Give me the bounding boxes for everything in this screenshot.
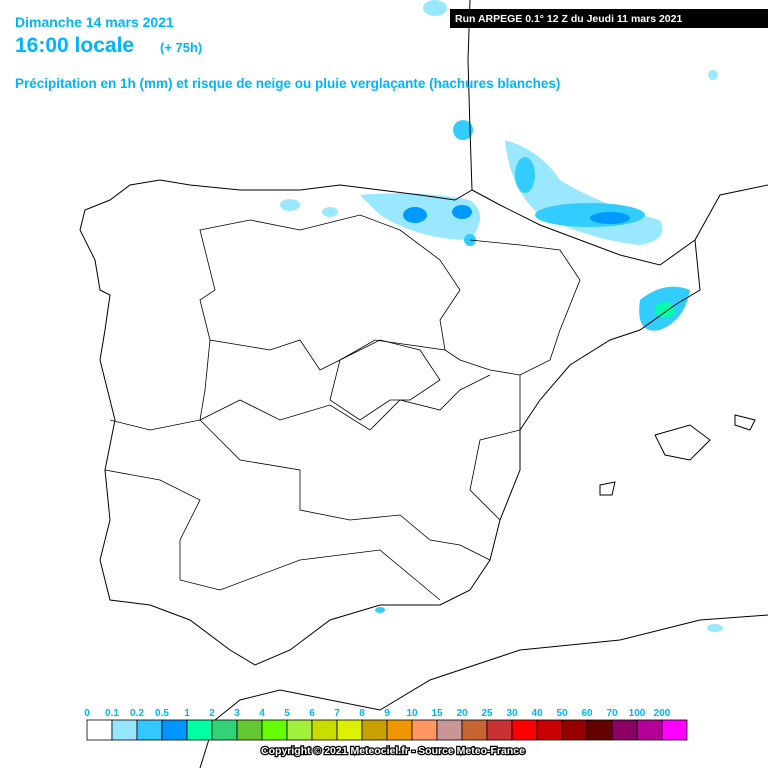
subtitle: Précipitation en 1h (mm) et risque de ne… — [15, 76, 560, 91]
legend-swatch — [411, 719, 438, 741]
precipitation — [280, 0, 723, 632]
legend-swatch — [86, 719, 113, 741]
legend-label: 25 — [481, 708, 493, 719]
legend-label: 2 — [209, 708, 215, 719]
regions — [104, 214, 581, 601]
legend-swatch — [211, 719, 238, 741]
legend-swatch — [636, 719, 663, 741]
legend-label: 5 — [284, 708, 290, 719]
legend-label: 8 — [359, 708, 365, 719]
legend-swatch — [661, 719, 688, 741]
run-label: Run ARPEGE 0.1° 12 Z du Jeudi 11 mars 20… — [455, 13, 682, 25]
time: 16:00 locale — [15, 34, 134, 57]
legend-label: 0.1 — [105, 708, 119, 719]
legend-swatch — [111, 719, 138, 741]
legend-label: 50 — [556, 708, 568, 719]
copyright: Copyright © 2021 Meteociel.fr - Source M… — [261, 745, 525, 757]
coastlines — [79, 0, 768, 769]
legend-label: 100 — [629, 708, 646, 719]
legend-label: 0.5 — [155, 708, 169, 719]
lead-time: (+ 75h) — [160, 40, 202, 55]
run-box — [450, 9, 768, 28]
legend-label: 3 — [234, 708, 240, 719]
legend-swatch — [611, 719, 638, 741]
legend-swatch — [261, 719, 288, 741]
legend-label: 7 — [334, 708, 340, 719]
legend-swatch — [136, 719, 163, 741]
legend-label: 4 — [259, 708, 265, 719]
legend-swatch — [561, 719, 588, 741]
legend-swatch — [361, 719, 388, 741]
legend-swatch — [311, 719, 338, 741]
legend-label: 0 — [84, 708, 90, 719]
legend-label: 9 — [384, 708, 390, 719]
legend-label: 1 — [184, 708, 190, 719]
legend-label: 30 — [506, 708, 518, 719]
legend-swatch — [461, 719, 488, 741]
legend-label: 10 — [406, 708, 418, 719]
legend-swatch — [586, 719, 613, 741]
legend-label: 20 — [456, 708, 468, 719]
legend-swatch — [186, 719, 213, 741]
legend-label: 0.2 — [130, 708, 144, 719]
legend-label: 70 — [606, 708, 618, 719]
legend-swatch — [486, 719, 513, 741]
legend-label: 6 — [309, 708, 315, 719]
legend: 0 0.1 0.2 0.5 1 2 3 4 5 6 7 8 9 10 15 20 25 30 40 50 60 70 100… — [84, 708, 688, 741]
legend-swatch — [286, 719, 313, 741]
legend-label: 60 — [581, 708, 593, 719]
legend-label: 200 — [654, 708, 671, 719]
legend-swatch — [236, 719, 263, 741]
legend-label: 40 — [531, 708, 543, 719]
legend-swatch — [386, 719, 413, 741]
legend-swatch — [436, 719, 463, 741]
legend-swatch — [511, 719, 538, 741]
legend-swatch — [336, 719, 363, 741]
legend-swatch — [161, 719, 188, 741]
legend-swatch — [536, 719, 563, 741]
date: Dimanche 14 mars 2021 — [15, 14, 174, 30]
legend-label: 15 — [431, 708, 443, 719]
